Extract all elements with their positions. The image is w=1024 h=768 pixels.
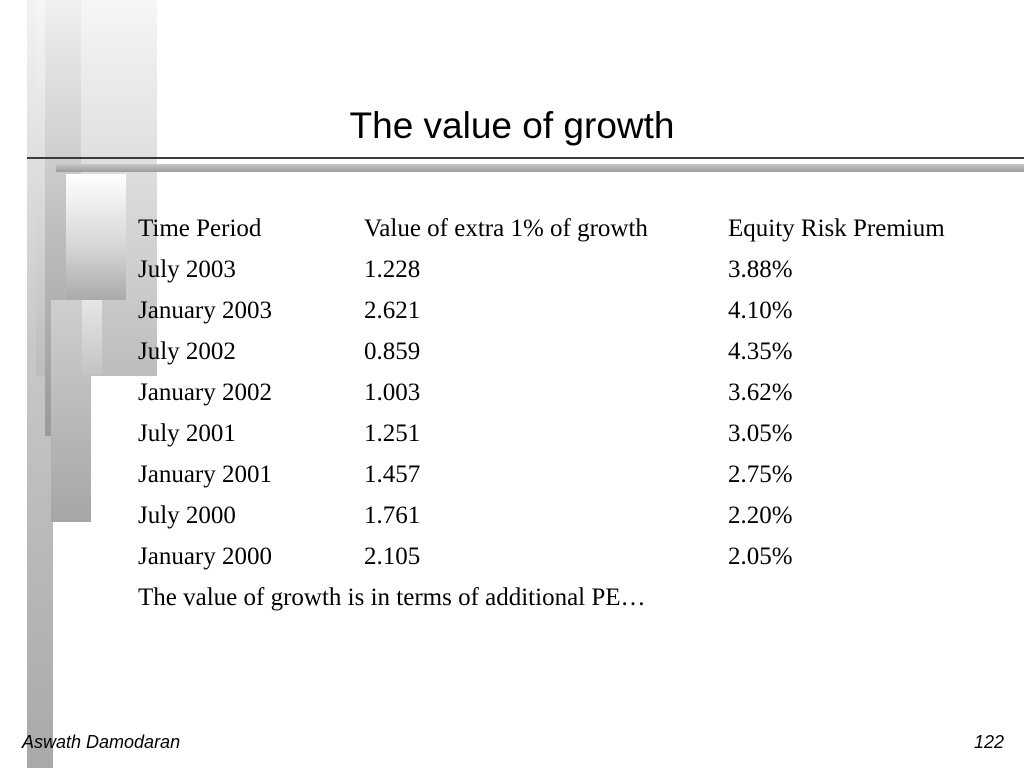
cell-risk-premium: 4.35% — [728, 338, 793, 365]
cell-growth-value: 1.228 — [364, 256, 421, 283]
cell-period: July 2000 — [138, 502, 236, 529]
cell-period: January 2001 — [138, 461, 272, 488]
decor-bar — [66, 174, 126, 300]
cell-growth-value: 2.105 — [364, 543, 421, 570]
cell-growth-value: 2.621 — [364, 297, 421, 324]
cell-period: July 2002 — [138, 338, 236, 365]
cell-growth-value: 1.457 — [364, 461, 421, 488]
header-equity-risk-premium: Equity Risk Premium — [728, 215, 945, 242]
cell-growth-value: 1.761 — [364, 502, 421, 529]
page-number: 122 — [973, 732, 1004, 752]
slide-title: The value of growth — [349, 105, 675, 146]
cell-risk-premium: 3.62% — [728, 379, 793, 406]
cell-period: July 2003 — [138, 256, 236, 283]
cell-risk-premium: 2.75% — [728, 461, 793, 488]
cell-risk-premium: 3.05% — [728, 420, 793, 447]
cell-risk-premium: 2.05% — [728, 543, 793, 570]
header-time-period: Time Period — [138, 215, 262, 242]
cell-risk-premium: 4.10% — [728, 297, 793, 324]
footer-author: Aswath Damodaran — [22, 732, 181, 752]
title-rule — [27, 157, 1024, 159]
table-note: The value of growth is in terms of addit… — [138, 584, 646, 611]
cell-period: January 2000 — [138, 543, 272, 570]
cell-growth-value: 0.859 — [364, 338, 421, 365]
decor-bar — [82, 300, 102, 375]
title-rule-shadow — [56, 164, 1024, 172]
cell-risk-premium: 2.20% — [728, 502, 793, 529]
cell-risk-premium: 3.88% — [728, 256, 793, 283]
cell-growth-value: 1.251 — [364, 420, 421, 447]
cell-period: January 2003 — [138, 297, 272, 324]
cell-period: July 2001 — [138, 420, 236, 447]
header-value-growth: Value of extra 1% of growth — [364, 215, 648, 242]
cell-growth-value: 1.003 — [364, 379, 421, 406]
cell-period: January 2002 — [138, 379, 272, 406]
